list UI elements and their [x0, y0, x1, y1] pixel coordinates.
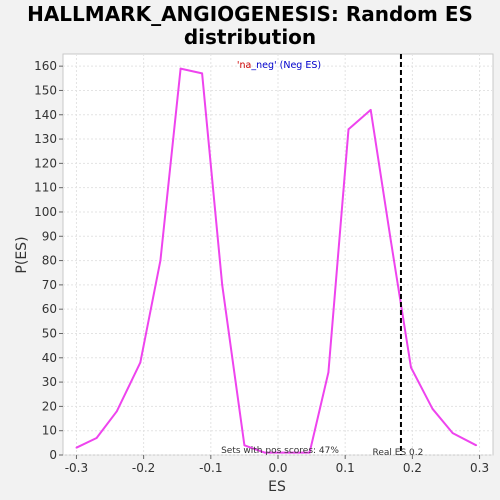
y-tick-label: 10 [42, 424, 57, 438]
series-point [369, 108, 372, 111]
series-point [451, 432, 454, 435]
x-axis-ticks: -0.3 -0.2 -0.1 0.0 0.1 0.2 0.3 [65, 455, 489, 475]
y-tick-label: 40 [42, 351, 57, 365]
y-tick-label: 80 [42, 254, 57, 268]
y-tick-label: 100 [34, 205, 57, 219]
grid-layer [63, 54, 493, 456]
series-point [243, 444, 246, 447]
series-point [389, 240, 392, 243]
legend-direction: (Neg ES) [277, 60, 321, 71]
y-tick-label: 160 [34, 59, 57, 73]
series-point [308, 451, 311, 454]
y-tick-label: 150 [34, 83, 57, 97]
series-point [115, 410, 118, 413]
legend-gene-set-prefix: 'na [237, 60, 251, 71]
series-point [139, 361, 142, 364]
legend-gene-set-suffix: _neg' [250, 60, 276, 71]
chart-title-line-2: distribution [184, 25, 316, 49]
series-point [287, 451, 289, 454]
series-line [75, 67, 477, 454]
y-tick-label: 20 [42, 399, 57, 413]
y-tick-label: 130 [34, 132, 57, 146]
y-tick-label: 60 [42, 302, 57, 316]
y-axis-ticks: 0 10 20 30 40 50 60 70 80 90 100 110 120 130 140 150 160 [34, 59, 63, 462]
chart-title-line-1: HALLMARK_ANGIOGENESIS: Random ES [27, 2, 473, 26]
series-point [201, 72, 203, 75]
series-point [410, 366, 412, 369]
series-point [75, 446, 78, 449]
series-point [95, 437, 98, 439]
x-tick-label: 0.1 [336, 461, 355, 475]
real-es-label: Real ES 0.2 [373, 448, 424, 458]
series-point [263, 451, 266, 454]
x-tick-label: 0.0 [268, 461, 287, 475]
y-tick-label: 0 [49, 448, 57, 462]
y-tick-label: 70 [42, 278, 57, 292]
legend: 'na_neg' (Neg ES) [237, 60, 321, 71]
x-tick-label: -0.3 [65, 461, 88, 475]
series-point [475, 444, 478, 447]
y-tick-label: 140 [34, 108, 57, 122]
y-tick-label: 110 [34, 181, 57, 195]
y-tick-label: 90 [42, 229, 57, 243]
x-tick-label: 0.2 [403, 461, 422, 475]
y-axis-label: P(ES) [14, 236, 30, 273]
series-point [347, 128, 350, 131]
series-point [327, 371, 330, 374]
x-tick-label: 0.3 [470, 461, 489, 475]
series-point [431, 407, 434, 410]
x-axis-label: ES [268, 479, 286, 495]
pos-scores-annotation: Sets with pos scores: 47% [221, 446, 339, 456]
y-tick-label: 30 [42, 375, 57, 389]
x-tick-label: -0.2 [132, 461, 155, 475]
series-layer [75, 67, 478, 454]
series-point [221, 283, 224, 286]
y-tick-label: 50 [42, 326, 57, 340]
x-tick-label: -0.1 [199, 461, 222, 475]
series-point [179, 67, 182, 70]
y-tick-label: 120 [34, 156, 57, 170]
series-point [159, 259, 162, 262]
